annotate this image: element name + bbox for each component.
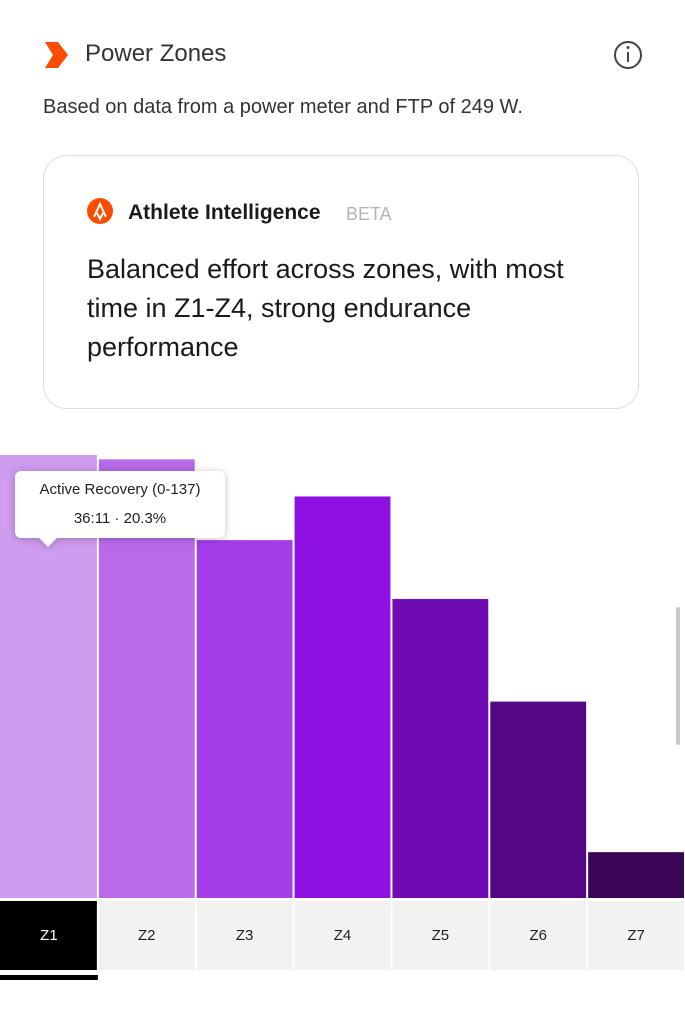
tooltip-title: Active Recovery (0-137) [40,481,201,498]
title: Power Zones [85,40,227,67]
ai-glyph [93,201,107,222]
insight-card [43,155,639,409]
subtitle: Based on data from a power meter and FTP… [43,96,523,118]
tooltip: Active Recovery (0-137) 36:11 · 20.3% [15,471,225,547]
info-button[interactable] [614,41,642,69]
bar[interactable] [294,496,391,898]
ai-icon [87,198,113,224]
scrollbar [676,607,680,745]
zone-tab[interactable] [294,901,391,970]
info-glyph [626,46,630,49]
x-tick-label: Z2 [138,927,156,944]
bar[interactable] [588,852,684,898]
zone-tab[interactable] [490,901,587,970]
tooltip-value: 36:11 · 20.3% [74,510,166,527]
bar[interactable] [490,701,587,898]
x-tick-label: Z3 [236,927,254,944]
logo-icon [45,42,68,68]
tooltip-box [15,471,225,547]
zone-tab[interactable] [98,901,195,970]
bar[interactable] [196,540,293,898]
zone-tab[interactable] [392,901,489,970]
tab-underline [0,975,98,980]
badge: BETA [346,204,392,224]
zone-tab[interactable] [196,901,293,970]
x-tick-label: Z6 [529,927,547,944]
card-title: Athlete Intelligence [128,201,321,224]
x-tick-label: Z5 [432,927,450,944]
zone-tab[interactable] [0,901,97,970]
card-text: Balanced effort across zones, with most … [87,254,564,362]
x-tick-label: Z4 [334,927,352,944]
x-tick-label: Z1 [40,927,58,944]
x-tick-label: Z7 [627,927,645,944]
bar[interactable] [392,599,489,898]
zone-tab[interactable] [588,901,684,970]
